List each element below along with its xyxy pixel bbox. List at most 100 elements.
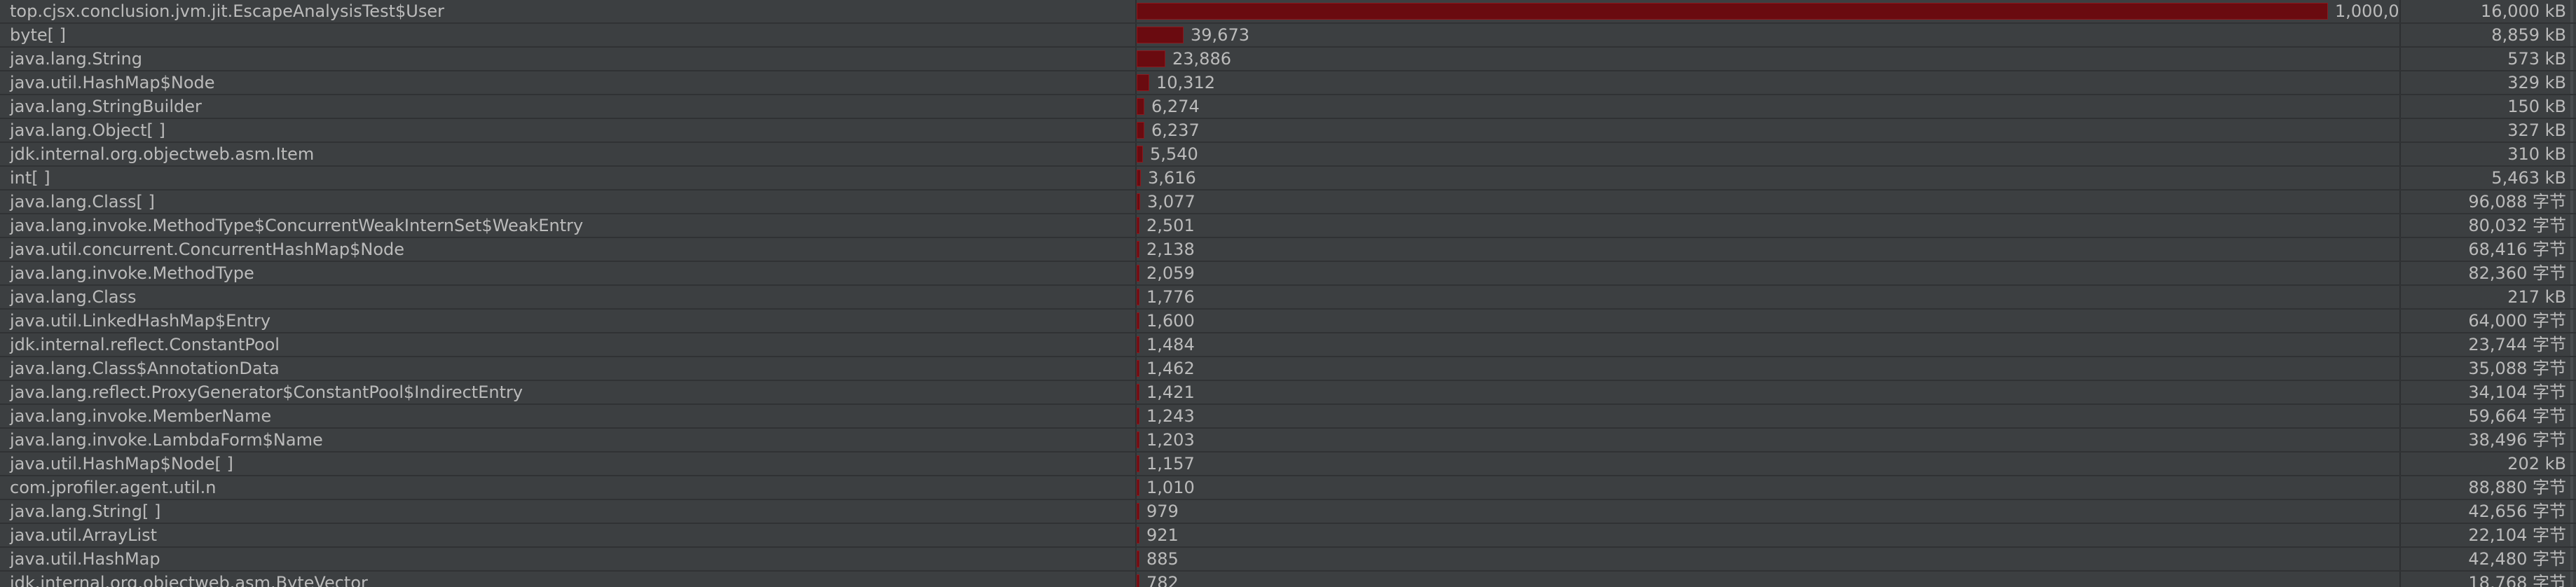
table-row[interactable]: java.lang.Class$AnnotationData 1,462 35,08… xyxy=(0,357,2576,381)
count-bar xyxy=(1137,27,1184,43)
count-bar xyxy=(1137,170,1141,186)
class-name-cell: jdk.internal.org.objectweb.asm.ByteVecto… xyxy=(0,572,1137,587)
class-name-cell: java.lang.invoke.LambdaForm$Name xyxy=(0,429,1137,451)
count-bar xyxy=(1137,479,1139,496)
class-name-cell: java.lang.reflect.ProxyGenerator$Constan… xyxy=(0,381,1137,403)
class-name-cell: jdk.internal.org.objectweb.asm.Item xyxy=(0,143,1137,165)
size-cell: 16,000 kB xyxy=(2481,1,2566,21)
class-name-cell: java.util.HashMap$Node xyxy=(0,71,1137,94)
class-name-cell: java.lang.invoke.MethodType xyxy=(0,262,1137,284)
table-row[interactable]: java.util.concurrent.ConcurrentHashMap$N… xyxy=(0,238,2576,262)
count-bar xyxy=(1137,74,1149,91)
instance-count-cell: 1,203 xyxy=(1137,429,2401,451)
count-label: 1,484 xyxy=(1146,335,1195,354)
instance-count-cell: 885 xyxy=(1137,548,2401,570)
table-row[interactable]: java.lang.String[ ] 979 42,656 字节 xyxy=(0,500,2576,524)
instance-count-cell: 1,776 xyxy=(1137,286,2401,308)
count-bar xyxy=(1137,384,1139,401)
class-name-cell: java.lang.Object[ ] xyxy=(0,119,1137,141)
class-name-cell: java.lang.String[ ] xyxy=(0,500,1137,523)
count-bar xyxy=(1137,551,1139,567)
table-row[interactable]: com.jprofiler.agent.util.n 1,010 88,880 字节 xyxy=(0,476,2576,500)
count-label: 3,077 xyxy=(1147,192,1195,212)
count-bar xyxy=(1137,431,1139,448)
table-row[interactable]: java.lang.invoke.MethodType 2,059 82,360 字… xyxy=(0,262,2576,286)
count-label: 1,157 xyxy=(1146,454,1195,474)
table-row[interactable]: java.util.ArrayList 921 22,104 字节 xyxy=(0,524,2576,548)
count-bar xyxy=(1137,3,2328,20)
table-row[interactable]: java.util.HashMap$Node[ ] 1,157 202 kB xyxy=(0,453,2576,476)
count-bar xyxy=(1137,289,1139,305)
count-label: 2,059 xyxy=(1146,263,1195,283)
count-label: 1,600 xyxy=(1146,311,1195,331)
size-cell: 573 kB xyxy=(2507,49,2566,69)
table-row[interactable]: jdk.internal.org.objectweb.asm.Item 5,540… xyxy=(0,143,2576,167)
instance-count-cell: 6,274 xyxy=(1137,95,2401,118)
table-row[interactable]: java.lang.invoke.LambdaForm$Name 1,203 38,… xyxy=(0,429,2576,453)
instance-count-cell: 10,312 xyxy=(1137,71,2401,94)
table-row[interactable]: java.util.HashMap 885 42,480 字节 xyxy=(0,548,2576,572)
class-name-cell: jdk.internal.reflect.ConstantPool xyxy=(0,333,1137,356)
count-bar xyxy=(1137,503,1139,520)
class-name-cell: java.util.ArrayList xyxy=(0,524,1137,546)
instance-count-cell: 921 xyxy=(1137,524,2401,546)
count-label: 1,776 xyxy=(1146,287,1195,307)
class-name-cell: java.lang.Class[ ] xyxy=(0,191,1137,213)
size-cell: 8,859 kB xyxy=(2491,25,2566,45)
size-cell: 310 kB xyxy=(2507,144,2566,164)
table-row[interactable]: java.lang.invoke.MethodType$ConcurrentWe… xyxy=(0,214,2576,238)
instance-count-cell: 6,237 xyxy=(1137,119,2401,141)
size-cell: 35,088 字节 xyxy=(2468,359,2566,378)
size-cell: 5,463 kB xyxy=(2491,168,2566,188)
scrollbar[interactable] xyxy=(2570,0,2573,587)
table-row[interactable]: jdk.internal.reflect.ConstantPool 1,484 23… xyxy=(0,333,2576,357)
table-row[interactable]: java.lang.Class 1,776 217 kB xyxy=(0,286,2576,310)
count-bar xyxy=(1137,360,1139,377)
table-row[interactable]: java.lang.StringBuilder 6,274 150 kB xyxy=(0,95,2576,119)
size-cell: 68,416 字节 xyxy=(2468,240,2566,259)
instance-count-cell: 2,501 xyxy=(1137,214,2401,237)
count-bar xyxy=(1137,455,1139,472)
instance-count-cell: 2,059 xyxy=(1137,262,2401,284)
size-cell: 42,480 字节 xyxy=(2468,549,2566,569)
count-label: 979 xyxy=(1146,502,1179,521)
table-row[interactable]: java.lang.Class[ ] 3,077 96,088 字节 xyxy=(0,191,2576,214)
count-label: 1,462 xyxy=(1146,359,1195,378)
count-bar xyxy=(1137,265,1139,282)
count-label: 6,274 xyxy=(1151,97,1200,116)
table-row[interactable]: jdk.internal.org.objectweb.asm.ByteVecto… xyxy=(0,572,2576,587)
size-cell: 80,032 字节 xyxy=(2468,216,2566,235)
count-label: 921 xyxy=(1146,525,1179,545)
size-cell: 22,104 字节 xyxy=(2468,525,2566,545)
count-label: 39,673 xyxy=(1191,25,1249,45)
table-row[interactable]: java.lang.Object[ ] 6,237 327 kB xyxy=(0,119,2576,143)
table-row[interactable]: java.util.HashMap$Node 10,312 329 kB xyxy=(0,71,2576,95)
class-name-cell: com.jprofiler.agent.util.n xyxy=(0,476,1137,499)
table-row[interactable]: java.util.LinkedHashMap$Entry 1,600 64,000… xyxy=(0,310,2576,333)
table-row[interactable]: java.lang.String 23,886 573 kB xyxy=(0,48,2576,71)
size-cell: 329 kB xyxy=(2507,73,2566,92)
count-bar xyxy=(1137,312,1139,329)
table-row[interactable]: java.lang.reflect.ProxyGenerator$Constan… xyxy=(0,381,2576,405)
count-bar xyxy=(1137,408,1139,424)
instance-count-cell: 1,157 xyxy=(1137,453,2401,475)
count-bar xyxy=(1137,527,1139,544)
table-row[interactable]: int[ ] 3,616 5,463 kB xyxy=(0,167,2576,191)
table-row[interactable]: byte[ ] 39,673 8,859 kB xyxy=(0,24,2576,48)
table-row[interactable]: top.cjsx.conclusion.jvm.jit.EscapeAnalys… xyxy=(0,0,2576,24)
size-cell: 96,088 字节 xyxy=(2468,192,2566,212)
size-cell: 82,360 字节 xyxy=(2468,263,2566,283)
instance-count-cell: 5,540 xyxy=(1137,143,2401,165)
instance-count-cell: 23,886 xyxy=(1137,48,2401,70)
instance-count-cell: 1,484 xyxy=(1137,333,2401,356)
size-cell: 18,768 字节 xyxy=(2468,573,2566,587)
count-bar xyxy=(1137,146,1143,163)
count-label: 1,243 xyxy=(1146,406,1195,426)
class-name-cell: int[ ] xyxy=(0,167,1137,189)
class-name-cell: java.lang.Class xyxy=(0,286,1137,308)
instance-count-cell: 1,010 xyxy=(1137,476,2401,499)
size-cell: 202 kB xyxy=(2507,454,2566,474)
table-row[interactable]: java.lang.invoke.MemberName 1,243 59,664 字… xyxy=(0,405,2576,429)
class-name-cell: byte[ ] xyxy=(0,24,1137,46)
